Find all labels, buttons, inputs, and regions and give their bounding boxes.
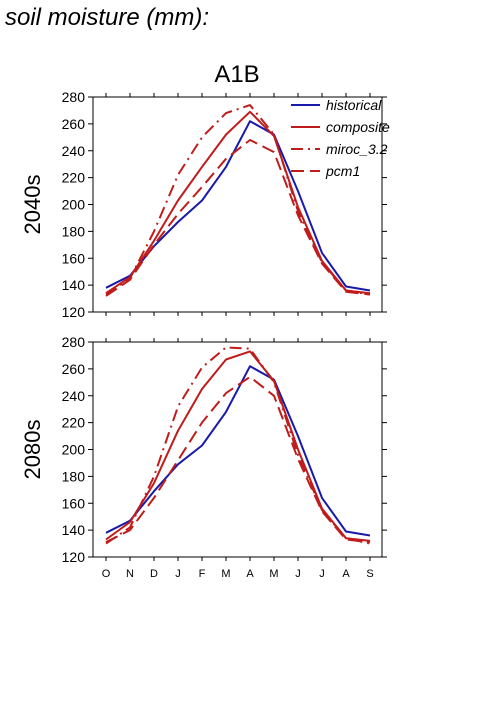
- x-tick-label: A: [342, 568, 350, 580]
- y-tick-label: 240: [62, 388, 86, 404]
- series-line-miroc-3-2: [105, 346, 371, 545]
- y-tick-label: 260: [62, 116, 86, 132]
- y-tick-label: 140: [62, 522, 86, 538]
- chart-title: A1B: [214, 61, 259, 88]
- y-tick-label: 220: [62, 415, 86, 431]
- series-line-historical: [105, 365, 371, 537]
- series-line-composite: [105, 110, 371, 295]
- x-tick-label: M: [269, 568, 278, 580]
- legend-label: miroc_3.2: [326, 141, 388, 157]
- y-tick-label: 240: [62, 143, 86, 159]
- series-line-pcm1: [105, 375, 371, 544]
- y-tick-label: 140: [62, 277, 86, 293]
- series-line-pcm1: [105, 139, 371, 297]
- legend: historical composite miroc_3.2 pcm1: [291, 97, 390, 179]
- legend-label: historical: [326, 97, 382, 113]
- x-tick-label: N: [126, 568, 134, 580]
- x-tick-label: D: [150, 568, 158, 580]
- x-tick-label: S: [366, 568, 373, 580]
- x-tick-label: O: [102, 568, 111, 580]
- y-tick-label: 280: [62, 89, 86, 105]
- y-tick-label: 120: [62, 304, 86, 320]
- series-line-composite: [105, 350, 371, 542]
- y-tick-label: 220: [62, 170, 86, 186]
- legend-label: composite: [326, 119, 390, 135]
- y-tick-label: 120: [62, 549, 86, 565]
- plot-frame: [92, 341, 383, 558]
- y-tick-label: 260: [62, 361, 86, 377]
- panel-label: 2040s: [20, 175, 45, 235]
- panel-2080s: 120 140 160 180 200 220 240 260 280 O N D J F M A M J J A S 2…: [20, 334, 387, 580]
- x-tick-label: F: [199, 568, 206, 580]
- y-tick-label: 160: [62, 495, 86, 511]
- y-tick-label: 180: [62, 468, 86, 484]
- x-tick-label: J: [319, 568, 325, 580]
- panel-label: 2080s: [20, 420, 45, 480]
- x-tick-label: M: [221, 568, 230, 580]
- x-tick-label: A: [246, 568, 254, 580]
- y-tick-label: 200: [62, 197, 86, 213]
- chart-panels: 120 140 160 180 200 220 240 260 280 2040s historic…: [20, 89, 390, 580]
- page-title: soil moisture (mm):: [5, 4, 210, 31]
- series-line-miroc-3-2: [105, 104, 371, 296]
- panel-2040s: 120 140 160 180 200 220 240 260 280 2040s historic…: [20, 89, 390, 320]
- y-tick-label: 280: [62, 334, 86, 350]
- y-tick-label: 180: [62, 223, 86, 239]
- y-tick-label: 200: [62, 442, 86, 458]
- legend-label: pcm1: [325, 163, 360, 179]
- x-tick-label: J: [295, 568, 301, 580]
- y-tick-label: 160: [62, 250, 86, 266]
- x-tick-label: J: [175, 568, 181, 580]
